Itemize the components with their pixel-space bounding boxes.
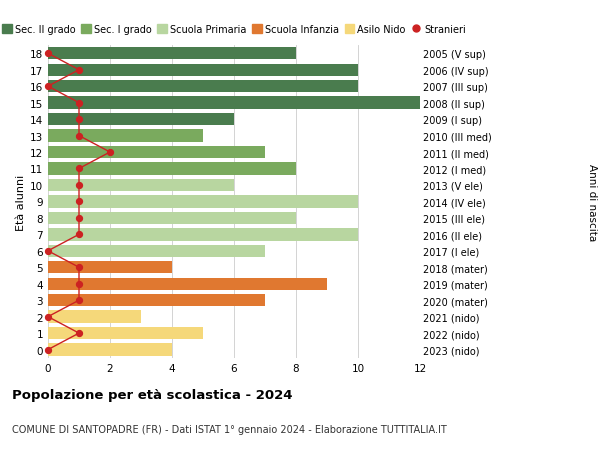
Point	[74, 297, 84, 304]
Bar	[48, 81, 358, 93]
Bar	[48, 64, 358, 77]
Text: COMUNE DI SANTOPADRE (FR) - Dati ISTAT 1° gennaio 2024 - Elaborazione TUTTITALIA: COMUNE DI SANTOPADRE (FR) - Dati ISTAT 1…	[12, 425, 447, 435]
Bar	[48, 48, 296, 60]
Point	[105, 149, 115, 157]
Bar	[48, 327, 203, 340]
Point	[74, 67, 84, 74]
Bar	[48, 97, 451, 110]
Point	[74, 100, 84, 107]
Point	[74, 133, 84, 140]
Bar	[48, 262, 172, 274]
Bar	[48, 163, 296, 175]
Y-axis label: Età alunni: Età alunni	[16, 174, 26, 230]
Point	[43, 313, 53, 321]
Point	[74, 116, 84, 123]
Point	[74, 198, 84, 206]
Point	[74, 215, 84, 222]
Bar	[48, 179, 234, 192]
Bar	[48, 245, 265, 257]
Bar	[48, 294, 265, 307]
Point	[74, 330, 84, 337]
Bar	[48, 311, 141, 323]
Bar	[48, 146, 265, 159]
Legend: Sec. II grado, Sec. I grado, Scuola Primaria, Scuola Infanzia, Asilo Nido, Stran: Sec. II grado, Sec. I grado, Scuola Prim…	[2, 25, 466, 35]
Point	[74, 280, 84, 288]
Point	[43, 50, 53, 58]
Text: Popolazione per età scolastica - 2024: Popolazione per età scolastica - 2024	[12, 388, 293, 401]
Bar	[48, 278, 327, 290]
Point	[74, 264, 84, 271]
Bar	[48, 114, 234, 126]
Point	[74, 165, 84, 173]
Point	[74, 231, 84, 239]
Point	[43, 346, 53, 353]
Bar	[48, 212, 296, 224]
Point	[74, 182, 84, 189]
Bar	[48, 344, 172, 356]
Bar	[48, 229, 358, 241]
Point	[43, 83, 53, 90]
Point	[43, 247, 53, 255]
Text: Anni di nascita: Anni di nascita	[587, 163, 597, 241]
Bar	[48, 130, 203, 142]
Bar	[48, 196, 358, 208]
